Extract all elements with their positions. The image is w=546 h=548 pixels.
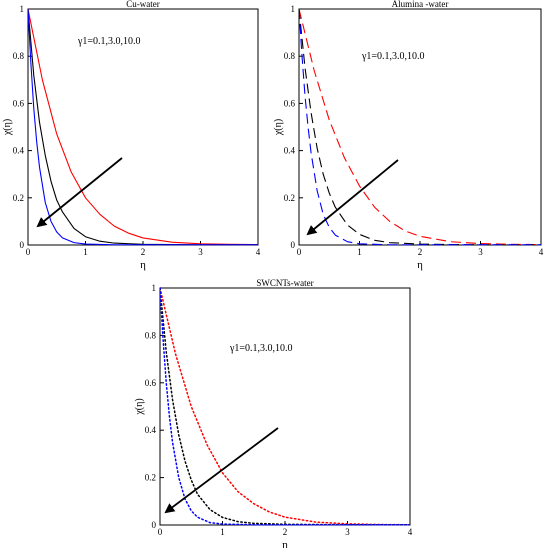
series-line: [28, 8, 258, 246]
series-line: [299, 8, 541, 246]
x-tick-label: 0: [297, 247, 302, 257]
y-tick-label: 0.6: [13, 98, 25, 108]
chart-title: SWCNTs-water: [256, 278, 313, 288]
trend-arrow: [36, 157, 123, 228]
series-line: [160, 287, 410, 526]
x-tick-label: 2: [141, 247, 146, 257]
parameter-annotation: γ1=0.1,3.0,10.0: [361, 51, 425, 62]
chart-title: Cu-water: [126, 0, 160, 9]
x-tick-label: 4: [256, 247, 261, 257]
series-line: [160, 287, 410, 526]
y-tick-label: 0: [152, 520, 157, 530]
x-axis-label: η: [417, 259, 423, 271]
x-tick-label: 1: [83, 247, 88, 257]
y-axis-label: χ(η): [134, 398, 145, 415]
x-tick-label: 1: [357, 247, 362, 257]
x-axis-label: η: [140, 259, 146, 271]
series-line: [28, 8, 258, 246]
y-tick-label: 1: [20, 4, 25, 14]
plot-frame: [27, 8, 259, 246]
x-tick-label: 3: [478, 247, 483, 257]
y-tick-label: 0.2: [145, 473, 156, 483]
y-tick-label: 0.6: [284, 98, 296, 108]
x-tick-label: 1: [220, 527, 225, 537]
y-tick-label: 0.8: [145, 330, 157, 340]
x-tick-label: 2: [283, 527, 288, 537]
x-tick-label: 4: [408, 527, 413, 537]
y-tick-label: 0.8: [13, 51, 25, 61]
y-tick-label: 0: [291, 240, 296, 250]
series-line: [299, 8, 541, 246]
y-tick-label: 0.6: [145, 378, 157, 388]
x-axis-label: η: [282, 539, 288, 548]
y-tick-label: 0.4: [284, 146, 296, 156]
chart-title: Alumina -water: [392, 0, 449, 9]
y-axis-label: χ(η): [273, 119, 284, 136]
series-line: [160, 287, 410, 526]
panel-swcnts-water: 0 0.2 0.4 0.6 0.8 1 0 1 2 3 4 SWCNTs-water η χ(η) γ1=0…: [134, 278, 413, 548]
series-line: [299, 8, 541, 246]
x-tick-label: 0: [158, 527, 163, 537]
y-tick-label: 0.8: [284, 51, 296, 61]
y-tick-label: 0.2: [284, 193, 295, 203]
trend-arrow: [306, 159, 399, 236]
y-tick-label: 0.4: [145, 425, 157, 435]
y-tick-label: 0.4: [13, 146, 25, 156]
y-tick-label: 1: [152, 283, 157, 293]
x-tick-label: 3: [345, 527, 350, 537]
y-tick-label: 1: [291, 4, 296, 14]
y-tick-label: 0: [20, 240, 25, 250]
parameter-annotation: γ1=0.1,3.0,10.0: [77, 36, 141, 47]
panel-cu-water: 0 0.2 0.4 0.6 0.8 1 0 1 2 3 4 Cu-water η χ(η) γ1=0.1,3…: [2, 0, 261, 271]
x-tick-label: 3: [198, 247, 203, 257]
series-line: [28, 8, 258, 246]
y-axis-label: χ(η): [2, 119, 13, 136]
panel-alumina-water: 0 0.2 0.4 0.6 0.8 1 0 1 2 3 4 Alumina -water η χ(η) γ1…: [273, 0, 544, 271]
parameter-annotation: γ1=0.1,3.0,10.0: [229, 343, 293, 354]
trend-arrow: [164, 427, 279, 514]
x-tick-label: 0: [26, 247, 31, 257]
x-tick-label: 2: [418, 247, 423, 257]
plot-frame: [298, 8, 542, 246]
y-tick-label: 0.2: [13, 193, 24, 203]
x-tick-label: 4: [539, 247, 544, 257]
